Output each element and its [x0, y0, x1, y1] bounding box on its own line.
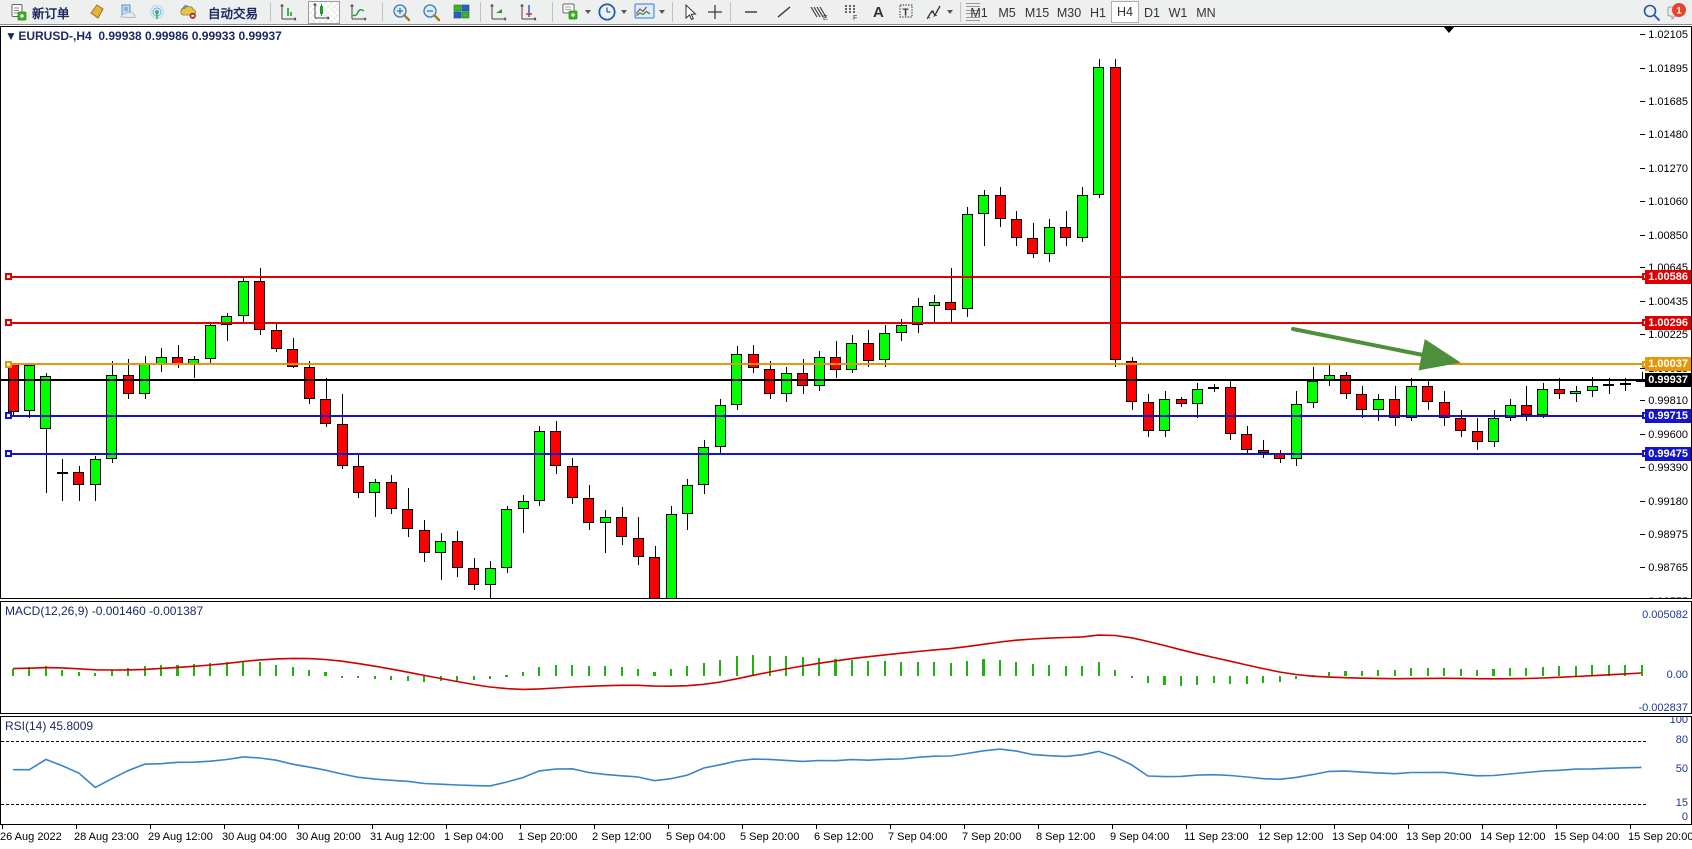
svg-text:E: E: [823, 15, 828, 21]
svg-text:T: T: [903, 8, 909, 19]
svg-text:1: 1: [1676, 6, 1681, 16]
svg-text:F: F: [853, 15, 857, 21]
